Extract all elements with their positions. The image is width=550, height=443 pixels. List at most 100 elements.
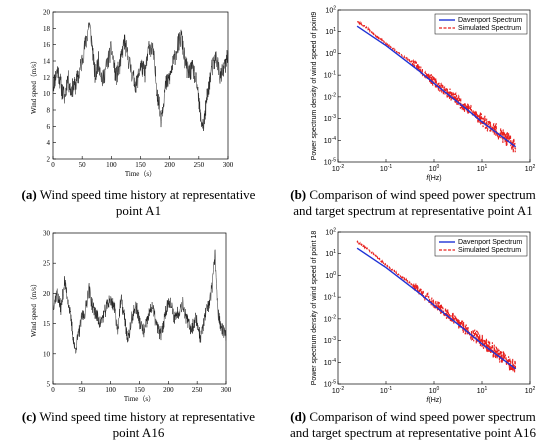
davenport-spectrum-line (356, 247, 517, 370)
x-tick-label: 150 (135, 161, 146, 169)
series-line (52, 249, 227, 354)
caption-a-label: (a) (21, 187, 37, 202)
caption-d-label: (d) (290, 409, 307, 424)
y-tick-label: 10-1 (324, 71, 336, 80)
y-tick-label: 30 (43, 230, 51, 238)
y-tick-label: 5 (47, 381, 51, 389)
caption-c-line1: Wind speed time history at representativ… (36, 409, 256, 424)
caption-a: (a) Wind speed time history at represent… (2, 187, 275, 219)
chart-panel-c: 0 50 100 150 200 250 300 5 10 15 20 25 30 Time（s） Wind… (0, 222, 275, 443)
x-tick-label: 50 (79, 161, 87, 169)
legend-davenport-label: Davenport Spectrum (458, 239, 522, 246)
x-tick-label: 100 (429, 386, 440, 395)
x-tick-label: 300 (221, 386, 232, 394)
x-tick-label: 10-1 (380, 386, 392, 395)
x-tick-label: 250 (192, 386, 203, 394)
caption-b-label: (b) (290, 187, 307, 202)
y-tick-label: 6 (47, 123, 51, 131)
x-tick-label: 10-2 (332, 386, 344, 395)
x-axis-label: Time（s） (124, 395, 155, 403)
y-tick-label: 2 (47, 156, 51, 164)
x-tick-label: 0 (51, 161, 55, 169)
y-tick-label: 10-2 (324, 314, 336, 323)
caption-a-line2: point A1 (115, 203, 162, 218)
chart-b-svg: 10-2 10-1 100 101 102 10-5 10-4 10-3 10-2 10-1 100… (311, 6, 536, 183)
x-tick-label: 10-1 (380, 164, 392, 173)
caption-d-line2: and target spectrum at representative po… (290, 425, 536, 440)
y-tick-label: 10-1 (324, 293, 336, 302)
chart-panel-a: 0 50 100 150 200 250 300 2 4 6 8 10 12 14 16 18 20 Time（s… (0, 0, 275, 220)
y-tick-label: 20 (43, 290, 51, 298)
chart-panel-b: 10-2 10-1 100 101 102 10-5 10-4 10-3 10-2 10-1 100… (275, 0, 550, 220)
y-tick-label: 101 (325, 249, 336, 258)
x-tick-label: 100 (106, 161, 117, 169)
y-tick-label: 10-4 (324, 136, 336, 145)
x-tick-label: 150 (134, 386, 145, 394)
x-tick-label: 101 (477, 164, 488, 173)
chart-c-svg: 0 50 100 150 200 250 300 5 10 15 20 25 30 Time（s） Wind… (30, 230, 232, 404)
y-tick-label: 25 (43, 260, 51, 268)
caption-b-line2: and target spectrum at representative po… (293, 203, 533, 218)
y-tick-label: 12 (43, 74, 51, 82)
y-tick-label: 16 (43, 41, 51, 49)
y-tick-label: 18 (43, 25, 51, 33)
y-tick-label: 100 (325, 271, 336, 280)
x-tick-label: 200 (163, 386, 174, 394)
y-tick-label: 20 (43, 9, 51, 17)
plot-frame (52, 11, 229, 160)
x-tick-label: 300 (223, 161, 234, 169)
x-tick-label: 100 (429, 164, 440, 173)
x-tick-label: 102 (525, 164, 536, 173)
caption-c-label: (c) (21, 409, 37, 424)
caption-d-line1: Comparison of wind speed power spectrum (306, 409, 536, 424)
x-tick-label: 101 (477, 386, 488, 395)
caption-b: (b) Comparison of wind speed power spect… (276, 187, 550, 219)
legend-simulated-label: Simulated Spectrum (458, 247, 521, 254)
y-tick-label: 101 (325, 27, 336, 36)
x-axis-label: f(Hz) (426, 397, 441, 404)
series-line (52, 22, 229, 132)
x-tick-label: 200 (164, 161, 175, 169)
x-tick-label: 250 (194, 161, 205, 169)
y-tick-label: 10 (43, 90, 51, 98)
chart-panel-d: 10-2 10-1 100 101 102 10-5 10-4 10-3 10-2 10-1 100… (275, 222, 550, 443)
chart-d-svg: 10-2 10-1 100 101 102 10-5 10-4 10-3 10-2 10-1 100… (311, 228, 536, 405)
x-tick-label: 100 (105, 386, 116, 394)
y-tick-label: 10-5 (324, 158, 336, 167)
y-tick-label: 10-3 (324, 336, 336, 345)
caption-a-line1: Wind speed time history at representativ… (36, 187, 256, 202)
x-tick-label: 50 (78, 386, 86, 394)
plot-frame (52, 232, 227, 385)
y-tick-label: 100 (325, 49, 336, 58)
x-axis-label: Time（s） (125, 170, 156, 178)
x-axis-label: f(Hz) (426, 175, 441, 182)
caption-d: (d) Comparison of wind speed power spect… (276, 409, 550, 441)
y-tick-label: 15 (43, 320, 51, 328)
y-tick-label: 102 (325, 6, 336, 15)
caption-b-line1: Comparison of wind speed power spectrum (306, 187, 536, 202)
y-tick-label: 10-3 (324, 114, 336, 123)
y-tick-label: 10-4 (324, 358, 336, 367)
x-tick-label: 102 (525, 386, 536, 395)
y-axis-label: Power spectrum density of wind speed of … (311, 12, 318, 161)
caption-c-line2: point A16 (112, 425, 165, 440)
x-tick-label: 10-2 (332, 164, 344, 173)
x-tick-label: 0 (51, 386, 55, 394)
y-axis-label: Power spectrum density of wind speed of … (311, 231, 318, 386)
legend-davenport-label: Davenport Spectrum (458, 17, 522, 24)
y-tick-label: 10 (43, 350, 51, 358)
y-tick-label: 8 (47, 107, 51, 115)
y-tick-label: 14 (43, 58, 51, 66)
simulated-spectrum-line (357, 20, 517, 153)
y-axis-label: Wind speed（m/s） (30, 280, 38, 337)
y-tick-label: 10-2 (324, 92, 336, 101)
caption-c: (c) Wind speed time history at represent… (2, 409, 275, 441)
legend-simulated-label: Simulated Spectrum (458, 25, 521, 32)
y-tick-label: 102 (325, 228, 336, 237)
davenport-spectrum-line (356, 25, 517, 148)
legend-box (434, 235, 528, 257)
chart-a-svg: 0 50 100 150 200 250 300 2 4 6 8 10 12 14 16 18 20 Time（s… (30, 9, 234, 179)
y-tick-label: 10-5 (324, 380, 336, 389)
y-tick-label: 4 (47, 139, 51, 147)
legend-box (434, 13, 528, 35)
